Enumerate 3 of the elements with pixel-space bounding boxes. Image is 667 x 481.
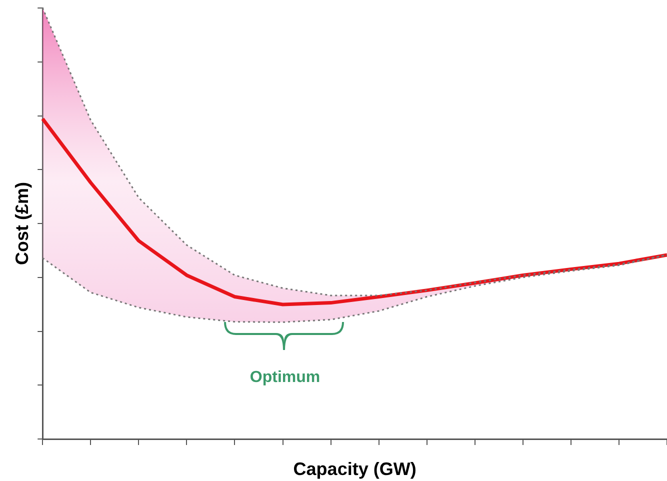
y-axis-title: Cost (£m) — [12, 182, 32, 266]
x-axis-title: Capacity (GW) — [293, 459, 416, 480]
annotation: Optimum — [250, 369, 320, 386]
